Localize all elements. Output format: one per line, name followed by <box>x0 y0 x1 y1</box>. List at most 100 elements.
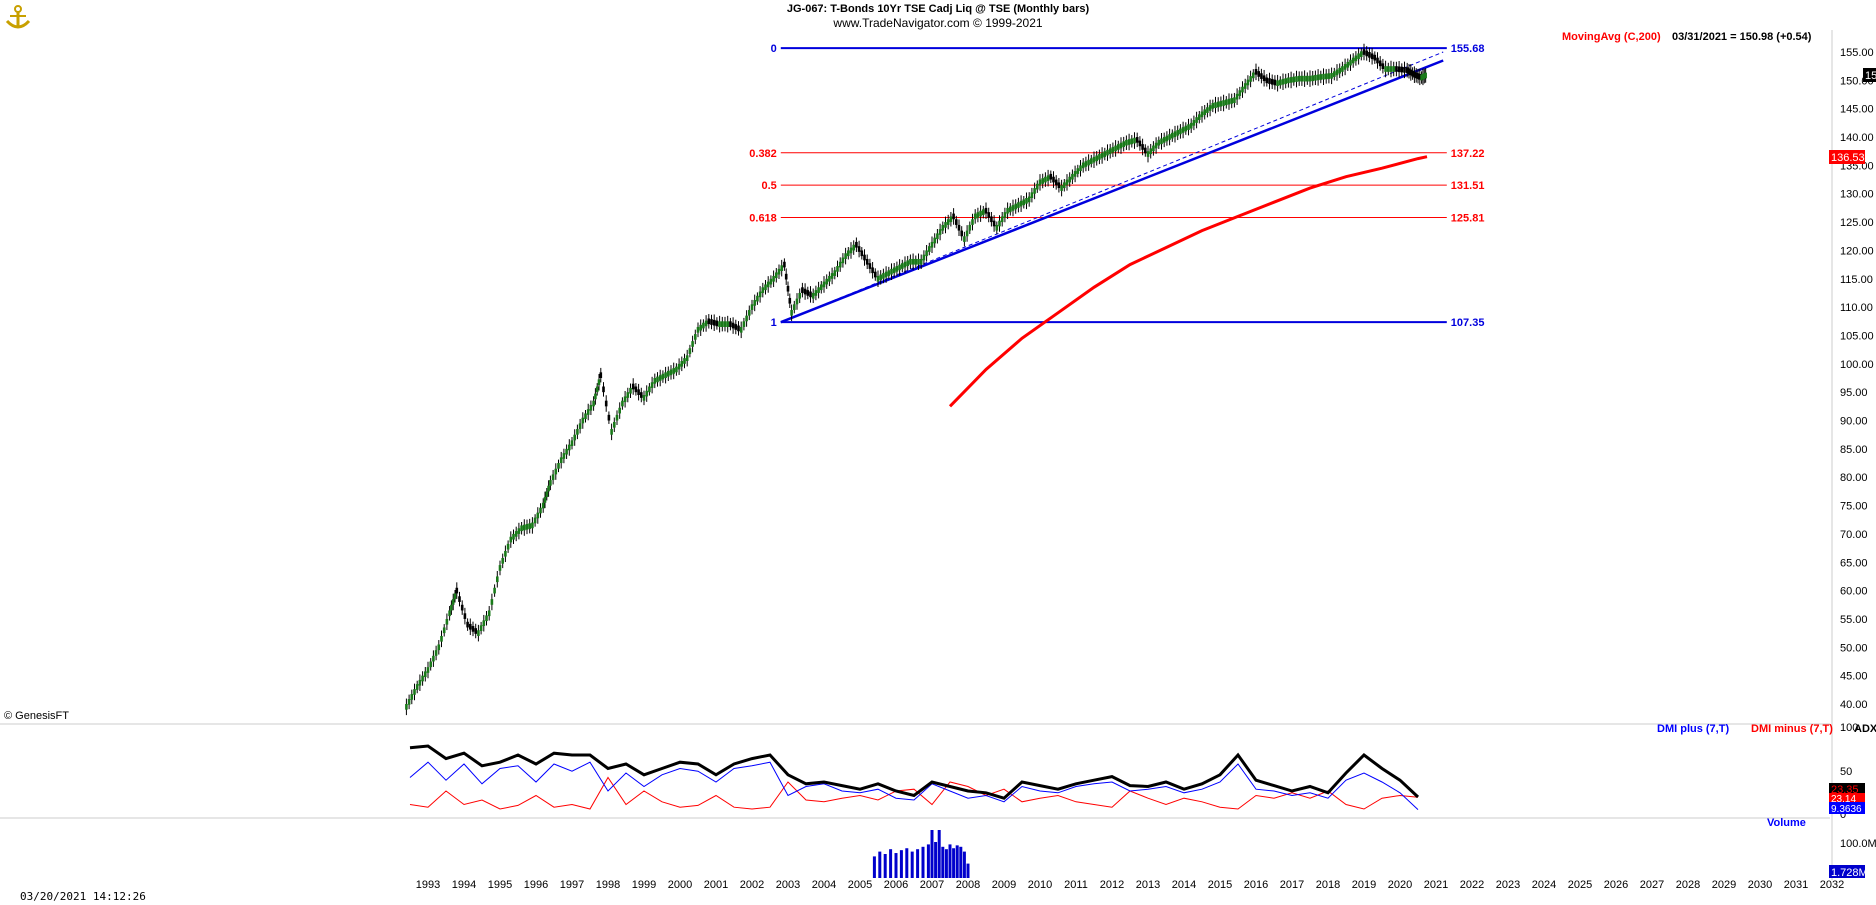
price-bar-body <box>1365 50 1368 57</box>
price-bar-body <box>863 254 866 261</box>
price-bar-body <box>1127 139 1131 145</box>
price-bar-body <box>841 257 845 264</box>
price-bar-body <box>1195 117 1198 123</box>
fibonacci-retracement[interactable]: 0 155.68 0.382 137.22 0.5 131.51 0.618 125.81 1 1… <box>749 43 1484 329</box>
price-bar-body <box>737 325 740 332</box>
adx-line <box>409 744 1420 800</box>
price-tick: 125.00 <box>1840 217 1874 229</box>
price-bar-body <box>1423 73 1426 79</box>
price-bar-body <box>1138 140 1142 147</box>
price-bar-body <box>626 392 630 398</box>
price-bar-body <box>1157 139 1161 146</box>
price-bar-body <box>1192 120 1196 126</box>
price-bar-body <box>448 610 451 617</box>
price-bar-body <box>731 322 735 329</box>
price-bar-body <box>490 599 494 605</box>
price-bar-body <box>618 407 621 414</box>
price-bar-body <box>1044 176 1047 183</box>
price-bar-body <box>1405 67 1409 73</box>
price-bar-body <box>1289 77 1293 83</box>
moving-average-line <box>948 155 1428 408</box>
price-bar-body <box>613 421 616 428</box>
price-bar-body <box>1052 176 1055 183</box>
price-bar-body <box>463 613 467 619</box>
price-bar-body <box>1409 69 1413 76</box>
price-bar-body <box>1397 66 1401 73</box>
price-bar-body <box>1036 183 1039 190</box>
fib-ratio-label: 0.382 <box>749 148 777 160</box>
price-bar-body <box>517 528 521 534</box>
price-bar-body <box>559 457 563 464</box>
price-bar-body <box>573 434 576 441</box>
price-bar-body <box>539 507 542 514</box>
price-bar-body <box>562 453 566 459</box>
price-bar-body <box>545 491 549 498</box>
price-bar-body <box>1087 159 1090 166</box>
price-bar-body <box>407 699 411 705</box>
price-bar-body <box>1273 79 1277 86</box>
price-bar-body <box>568 444 571 451</box>
volume-bar <box>905 848 909 878</box>
x-axis-year-label: 2007 <box>920 879 944 891</box>
price-bar-body <box>833 270 837 276</box>
price-bar-body <box>683 358 686 364</box>
price-bar-body <box>432 655 435 662</box>
price-bar-body <box>790 309 793 316</box>
price-bar-body <box>677 363 681 370</box>
price-bar-body <box>976 212 980 218</box>
price-bar-body <box>1211 103 1215 109</box>
price-bar-body <box>1284 78 1287 84</box>
price-tick: 40.00 <box>1840 699 1868 711</box>
price-bar-body <box>718 321 721 327</box>
price-bar-body <box>451 599 455 605</box>
price-bar-body <box>825 278 828 285</box>
dmi-tick-50: 50 <box>1840 766 1852 778</box>
price-bar-body <box>699 324 702 331</box>
dmi-minus-legend: DMI minus (7,T) <box>1751 723 1833 735</box>
price-bar-body <box>1389 66 1393 72</box>
price-bar-body <box>1122 141 1125 147</box>
price-bar-body <box>656 376 659 383</box>
price-bar-body <box>1173 131 1177 138</box>
price-bar-body <box>911 258 915 265</box>
ma-price-tag <box>1829 150 1865 164</box>
price-bar-body <box>798 292 801 299</box>
dmi-tick-100: 100 <box>1840 722 1858 734</box>
price-bar-body <box>836 266 839 272</box>
price-bar-body <box>691 341 694 347</box>
price-bar-body <box>903 261 907 268</box>
price-bar-body <box>748 309 751 316</box>
price-bar-body <box>1343 64 1347 70</box>
volume-bar <box>910 851 914 878</box>
price-bar-body <box>1184 125 1188 132</box>
price-bar-body <box>1373 54 1377 61</box>
price-bar-body <box>758 291 762 298</box>
price-bar-body <box>1276 80 1279 87</box>
fib-price-label: 131.51 <box>1451 180 1485 192</box>
x-axis-year-label: 2010 <box>1028 879 1052 891</box>
price-bar-body <box>1311 75 1314 82</box>
volume-bar <box>916 849 920 878</box>
x-axis-year-label: 2005 <box>848 879 872 891</box>
price-tick: 130.00 <box>1840 189 1874 201</box>
price-bar-body <box>413 689 416 695</box>
price-bar-body <box>1413 71 1416 78</box>
price-bar-body <box>844 253 847 259</box>
price-bar-body <box>1014 203 1017 210</box>
price-bar-body <box>597 379 601 386</box>
price-bar-body <box>1420 74 1423 81</box>
price-bar-body <box>890 268 893 275</box>
price-bar-body <box>460 604 464 611</box>
price-bar-body <box>1041 178 1044 184</box>
price-bar-body <box>898 264 901 271</box>
price-bar-body <box>1362 49 1366 55</box>
price-bar-body <box>437 644 441 651</box>
price-bar-body <box>1046 175 1050 181</box>
fib-price-label: 155.68 <box>1451 43 1485 55</box>
price-bar-body <box>729 321 732 327</box>
price-bar-body <box>1292 76 1296 83</box>
volume-bar <box>921 846 925 878</box>
price-bar-body <box>1057 182 1061 189</box>
x-axis-year-label: 2012 <box>1100 879 1124 891</box>
